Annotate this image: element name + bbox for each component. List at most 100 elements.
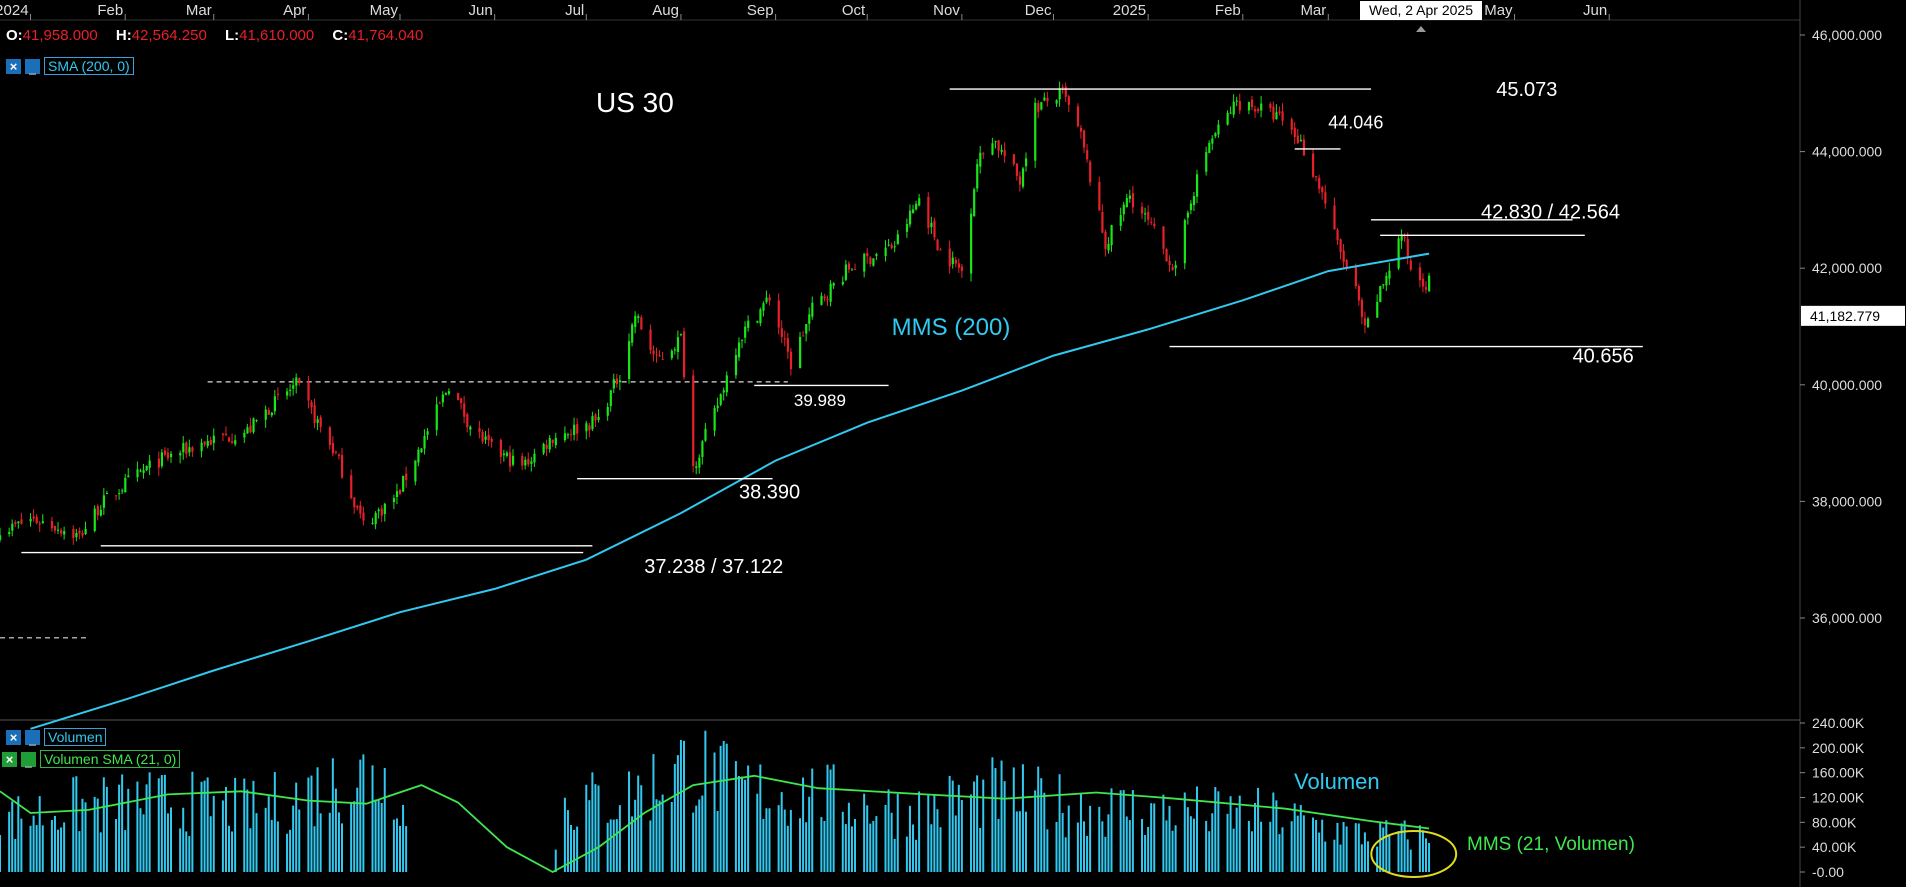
volume-bar bbox=[789, 809, 792, 872]
candle bbox=[1281, 103, 1284, 126]
volume-bar bbox=[319, 813, 322, 872]
candle-body bbox=[530, 461, 533, 464]
candle-body bbox=[1312, 153, 1315, 177]
volume-bar bbox=[829, 769, 832, 872]
volume-bar bbox=[124, 830, 127, 872]
volume-bar bbox=[1189, 816, 1192, 872]
volume-bar bbox=[1083, 821, 1086, 872]
volume-bar bbox=[676, 755, 679, 872]
volume-legend-label[interactable]: Volumen bbox=[44, 728, 107, 746]
candle bbox=[637, 313, 640, 324]
candle bbox=[960, 263, 964, 279]
close-volume-icon[interactable]: × bbox=[6, 729, 21, 745]
volume-bar bbox=[1147, 826, 1150, 872]
highlight-ellipse bbox=[1370, 830, 1458, 878]
candle-body bbox=[270, 412, 273, 416]
volume-bar bbox=[594, 784, 597, 872]
candle bbox=[545, 439, 548, 457]
candle bbox=[78, 527, 81, 540]
volume-bar bbox=[1366, 841, 1369, 872]
sma-legend-label[interactable]: SMA (200, 0) bbox=[44, 57, 134, 75]
candle-body bbox=[243, 432, 246, 438]
candle bbox=[1101, 204, 1104, 234]
candle-body bbox=[829, 283, 832, 302]
volume-bar bbox=[1324, 841, 1327, 872]
candle-body bbox=[224, 433, 228, 436]
volume-bar bbox=[14, 838, 17, 872]
candle-body bbox=[976, 164, 979, 189]
volume-bar bbox=[850, 826, 853, 872]
candle bbox=[105, 490, 109, 495]
candle bbox=[127, 468, 130, 478]
candle-body bbox=[1192, 196, 1196, 205]
volume-bar bbox=[35, 825, 38, 872]
candle-body bbox=[402, 475, 405, 492]
time-axis-label: Jun bbox=[1583, 2, 1607, 19]
candle-body bbox=[1260, 103, 1263, 111]
candle bbox=[1232, 94, 1235, 118]
candle bbox=[1214, 132, 1217, 139]
candle-body bbox=[768, 297, 771, 301]
candle-body bbox=[1101, 212, 1104, 233]
candle bbox=[1315, 175, 1318, 182]
close-sma-icon[interactable]: × bbox=[6, 58, 21, 74]
candle bbox=[276, 387, 280, 401]
candle bbox=[414, 460, 417, 486]
candle-body bbox=[615, 378, 619, 385]
candle bbox=[63, 526, 66, 540]
candle bbox=[612, 373, 615, 394]
candle-body bbox=[84, 528, 87, 535]
candle bbox=[957, 258, 961, 274]
volume-bar bbox=[997, 818, 1000, 872]
volume-bar bbox=[759, 764, 762, 872]
minimize-volume-icon[interactable]: _ bbox=[25, 729, 40, 745]
candle bbox=[1382, 284, 1385, 289]
candle-body bbox=[511, 455, 515, 465]
volume-bar bbox=[1128, 820, 1131, 872]
candle bbox=[811, 296, 814, 320]
candle-body bbox=[658, 355, 661, 357]
candle-body bbox=[417, 449, 420, 463]
volume-bar bbox=[1104, 836, 1107, 872]
candle bbox=[1040, 101, 1043, 111]
volume-bar bbox=[1125, 816, 1128, 872]
candle bbox=[863, 252, 866, 278]
candle bbox=[1021, 166, 1025, 189]
volume-bar bbox=[267, 796, 270, 872]
candle bbox=[1037, 100, 1040, 119]
candle-body bbox=[783, 338, 786, 340]
volume-bar bbox=[799, 818, 802, 872]
candle bbox=[982, 151, 985, 159]
candle-body bbox=[502, 453, 506, 456]
candle bbox=[295, 373, 298, 394]
sma-legend: × _ SMA (200, 0) bbox=[6, 57, 134, 75]
minimize-volume-sma-icon[interactable]: _ bbox=[21, 751, 36, 767]
candle-body bbox=[1400, 235, 1403, 241]
candle bbox=[970, 208, 973, 282]
candle bbox=[829, 280, 832, 307]
volume-sma-legend-label[interactable]: Volumen SMA (21, 0) bbox=[40, 750, 181, 768]
candle bbox=[313, 398, 316, 429]
candle-body bbox=[1144, 213, 1147, 215]
candle-body bbox=[805, 324, 808, 334]
candle bbox=[927, 192, 930, 235]
candle-body bbox=[737, 342, 741, 358]
candle bbox=[1012, 153, 1015, 167]
candle bbox=[658, 350, 661, 357]
candle-body bbox=[551, 439, 554, 443]
volume-bar bbox=[17, 796, 20, 872]
candle bbox=[1229, 106, 1232, 114]
close-volume-sma-icon[interactable]: × bbox=[2, 751, 17, 767]
volume-bar bbox=[84, 802, 87, 872]
candle-body bbox=[1293, 127, 1296, 137]
candle bbox=[81, 530, 84, 539]
candle-body bbox=[105, 493, 109, 495]
candle bbox=[35, 514, 38, 525]
candle-body bbox=[1428, 275, 1431, 292]
volume-bar bbox=[1208, 831, 1211, 872]
time-axis-label: Mar bbox=[1300, 2, 1326, 19]
candle bbox=[628, 333, 631, 384]
candle-body bbox=[209, 440, 212, 445]
minimize-sma-icon[interactable]: _ bbox=[25, 58, 40, 74]
